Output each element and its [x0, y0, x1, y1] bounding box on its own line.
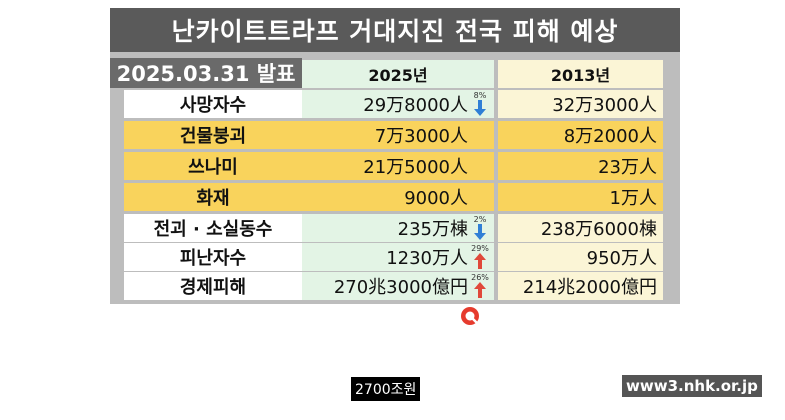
arrow-down-icon	[474, 224, 486, 240]
value-2013: 8万2000人	[498, 121, 663, 149]
column-header-2013: 2013년	[498, 60, 663, 88]
table-row-buildings-destroyed: 전괴 · 소실동수 235万棟 2% 238万6000棟	[124, 214, 663, 242]
cursor-icon	[461, 307, 479, 325]
value-2025: 29万8000人 8%	[302, 90, 494, 118]
value-2025-text: 21万5000人	[363, 157, 468, 178]
table-row-tsunami: 쓰나미 21万5000人 23万人	[124, 152, 663, 180]
value-2025: 7万3000人	[302, 121, 494, 149]
subtitle-caption: 2700조원	[351, 377, 421, 401]
change-percent: 29%	[471, 244, 489, 253]
table-row-economic-damage: 경제피해 270兆3000億円 26% 214兆2000億円	[124, 272, 663, 300]
value-2025-text: 9000人	[404, 188, 468, 209]
change-percent: 26%	[471, 273, 489, 282]
announcement-date: 2025.03.31 발표	[110, 58, 302, 88]
row-label: 쓰나미	[124, 152, 302, 180]
row-label: 건물붕괴	[124, 121, 302, 149]
change-percent: 2%	[473, 215, 487, 224]
source-watermark: www3.nhk.or.jp	[622, 375, 762, 397]
table-row-evacuees: 피난자수 1230万人 29% 950万人	[124, 243, 663, 271]
value-2025: 1230万人 29%	[302, 243, 494, 271]
value-2013: 950万人	[498, 243, 663, 271]
change-indicator: 26%	[470, 273, 490, 299]
arrow-down-icon	[474, 100, 486, 116]
table-row-deaths: 사망자수 29万8000人 8% 32万3000人	[124, 90, 663, 118]
value-2025: 235万棟 2%	[302, 214, 494, 242]
value-2013: 32万3000人	[498, 90, 663, 118]
change-indicator: 29%	[470, 244, 490, 270]
value-2025-text: 7万3000人	[374, 126, 468, 147]
row-label: 사망자수	[124, 90, 302, 118]
arrow-up-icon	[474, 282, 486, 298]
row-label: 화재	[124, 183, 302, 211]
change-indicator: 2%	[470, 215, 490, 241]
value-2025: 270兆3000億円 26%	[302, 272, 494, 300]
row-label: 경제피해	[124, 272, 302, 300]
value-2025: 9000人	[302, 183, 494, 211]
row-label: 피난자수	[124, 243, 302, 271]
value-2025-text: 29万8000人	[363, 95, 468, 116]
value-2025-text: 1230万人	[386, 248, 468, 269]
value-2013: 1万人	[498, 183, 663, 211]
table-row-building-collapse: 건물붕괴 7万3000人 8万2000人	[124, 121, 663, 149]
value-2013: 214兆2000億円	[498, 272, 663, 300]
value-2013: 23万人	[498, 152, 663, 180]
page-title: 난카이트트라프 거대지진 전국 피해 예상	[110, 8, 680, 52]
table-row-fire: 화재 9000人 1万人	[124, 183, 663, 211]
value-2025: 21万5000人	[302, 152, 494, 180]
change-indicator: 8%	[470, 91, 490, 117]
change-percent: 8%	[473, 91, 487, 100]
value-2025-text: 235万棟	[397, 219, 468, 240]
arrow-up-icon	[474, 253, 486, 269]
column-header-2025: 2025년	[302, 60, 494, 88]
value-2025-text: 270兆3000億円	[333, 277, 468, 298]
value-2013: 238万6000棟	[498, 214, 663, 242]
row-label: 전괴 · 소실동수	[124, 214, 302, 242]
